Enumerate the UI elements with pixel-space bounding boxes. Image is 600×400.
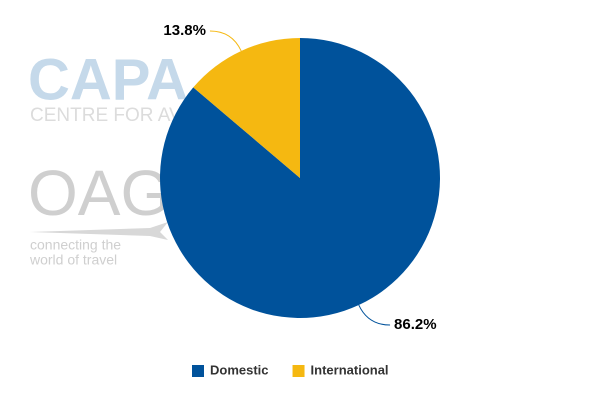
watermark: OAG	[28, 157, 170, 229]
legend-swatch	[292, 365, 305, 377]
leader-line	[209, 30, 242, 52]
watermark: world of travel	[29, 252, 117, 268]
watermark: CAPA	[28, 47, 188, 112]
watermark-swoosh	[30, 222, 168, 240]
data-label: 86.2%	[394, 316, 437, 333]
leader-line	[358, 304, 391, 326]
legend-label: International	[311, 362, 389, 377]
legend-swatch	[192, 365, 204, 377]
watermark: connecting the	[30, 237, 121, 253]
data-label: 13.8%	[163, 22, 206, 39]
legend-label: Domestic	[210, 362, 269, 377]
pie-slice	[193, 38, 300, 178]
